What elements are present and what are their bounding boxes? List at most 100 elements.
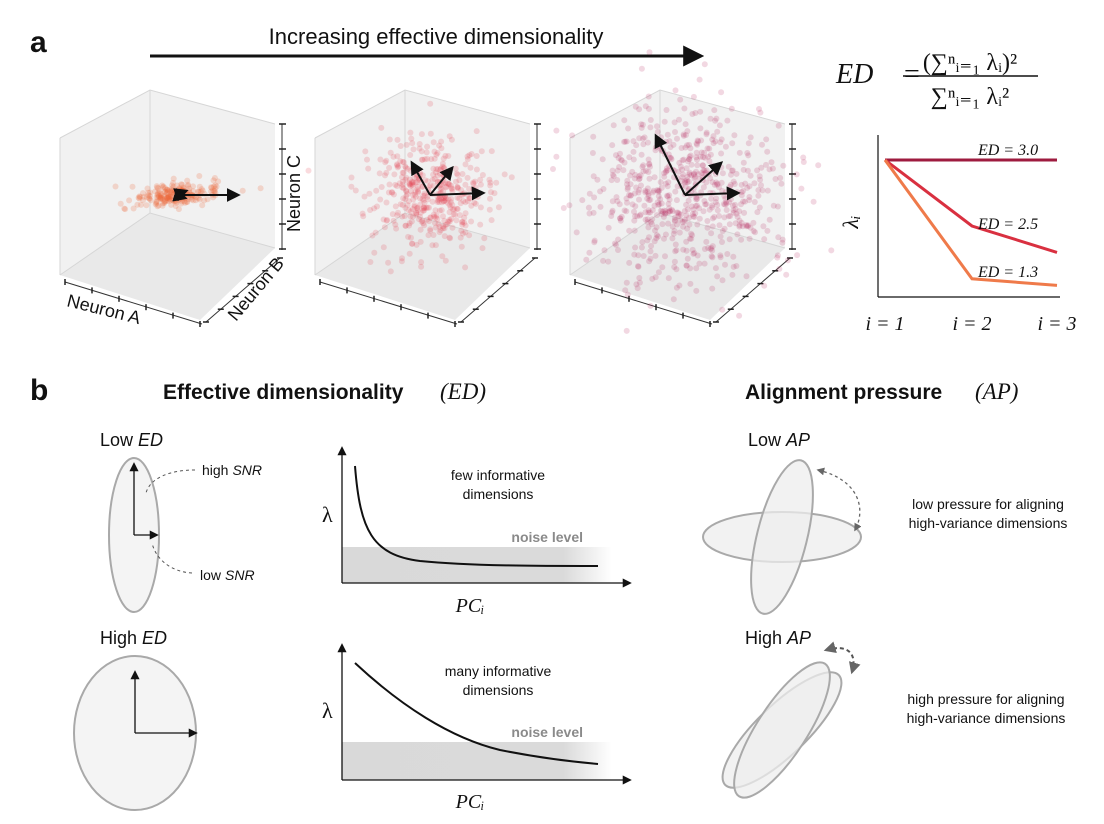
data-point	[690, 171, 697, 178]
pca-cube-3	[550, 49, 835, 334]
data-point	[481, 235, 488, 242]
data-point	[721, 214, 728, 221]
data-point	[617, 215, 623, 222]
data-point	[445, 181, 452, 187]
data-point	[417, 201, 424, 208]
data-point	[662, 208, 669, 215]
data-point	[553, 127, 560, 134]
panel-b-label: b	[30, 374, 48, 407]
data-point	[613, 241, 619, 248]
data-point	[664, 131, 671, 138]
data-point	[491, 190, 498, 197]
data-point	[155, 194, 161, 201]
data-point	[462, 161, 469, 168]
data-point	[454, 171, 461, 178]
data-point	[427, 182, 434, 189]
data-point	[727, 181, 734, 188]
data-point	[456, 195, 463, 202]
data-point	[211, 188, 218, 195]
data-point	[373, 187, 380, 194]
data-point	[162, 188, 168, 195]
data-point	[394, 212, 401, 219]
data-point	[159, 182, 166, 189]
data-point	[190, 197, 197, 204]
data-point	[666, 138, 673, 145]
pca-cube-1	[59, 89, 286, 327]
principal-axis-arrow-2	[429, 165, 454, 196]
eigen-tick-2: i = 2	[952, 313, 991, 335]
data-point	[164, 197, 171, 204]
principal-axis-arrow-1	[429, 186, 486, 201]
data-point	[629, 201, 636, 208]
data-point	[746, 197, 753, 204]
data-point	[399, 255, 405, 262]
data-point	[383, 217, 390, 224]
data-point	[636, 186, 643, 193]
data-point	[466, 232, 473, 239]
data-point	[394, 162, 401, 169]
data-point	[684, 174, 691, 180]
data-point	[774, 254, 781, 261]
data-point	[631, 227, 638, 234]
data-point	[449, 224, 456, 231]
data-point	[738, 189, 745, 196]
data-point	[777, 175, 784, 181]
data-point	[407, 188, 414, 195]
data-point	[196, 196, 203, 203]
ed-formula: ED = (∑ⁿᵢ₌₁ λᵢ)² ∑ⁿᵢ₌₁ λᵢ²	[835, 50, 1038, 110]
data-point	[348, 183, 355, 190]
data-point	[759, 141, 765, 148]
principal-axis-arrow-3	[410, 160, 431, 196]
data-point	[589, 150, 596, 156]
data-point	[162, 198, 169, 205]
data-point	[692, 203, 699, 209]
data-point	[611, 240, 618, 247]
data-point	[700, 184, 707, 191]
data-point	[751, 180, 758, 187]
ed-title: Effective dimensionality	[163, 381, 404, 404]
data-point	[487, 179, 494, 186]
data-point	[590, 209, 597, 216]
data-point	[153, 198, 160, 205]
data-point	[687, 280, 694, 287]
data-point	[625, 125, 632, 132]
data-point	[666, 196, 673, 203]
data-point	[751, 199, 758, 205]
data-point	[652, 144, 659, 151]
data-point	[794, 252, 801, 259]
data-point	[402, 163, 409, 170]
data-point	[406, 222, 412, 229]
data-point	[418, 259, 425, 266]
data-point	[694, 141, 701, 148]
data-point	[185, 182, 191, 189]
data-point	[367, 207, 374, 213]
data-point	[671, 119, 678, 126]
data-point	[164, 190, 170, 197]
data-point	[717, 139, 724, 146]
data-point	[212, 185, 219, 192]
data-point	[758, 182, 764, 189]
data-point	[780, 162, 787, 169]
data-point	[424, 193, 431, 200]
data-point	[410, 146, 417, 153]
data-point	[380, 216, 387, 223]
data-point	[683, 262, 690, 269]
data-point	[722, 195, 729, 202]
data-point	[734, 231, 741, 238]
data-point	[726, 221, 733, 228]
high-snr-label: high SNR	[202, 462, 262, 478]
data-point	[135, 194, 142, 201]
data-point	[627, 181, 634, 188]
data-point	[382, 172, 388, 179]
data-point	[764, 227, 771, 234]
data-point	[653, 224, 660, 231]
data-point	[215, 178, 222, 185]
data-point	[647, 117, 654, 123]
data-point	[424, 155, 431, 162]
data-point	[645, 224, 652, 231]
data-point	[719, 277, 726, 284]
data-point	[688, 230, 695, 237]
data-point	[395, 163, 402, 170]
data-point	[634, 285, 641, 292]
data-point	[378, 184, 385, 190]
